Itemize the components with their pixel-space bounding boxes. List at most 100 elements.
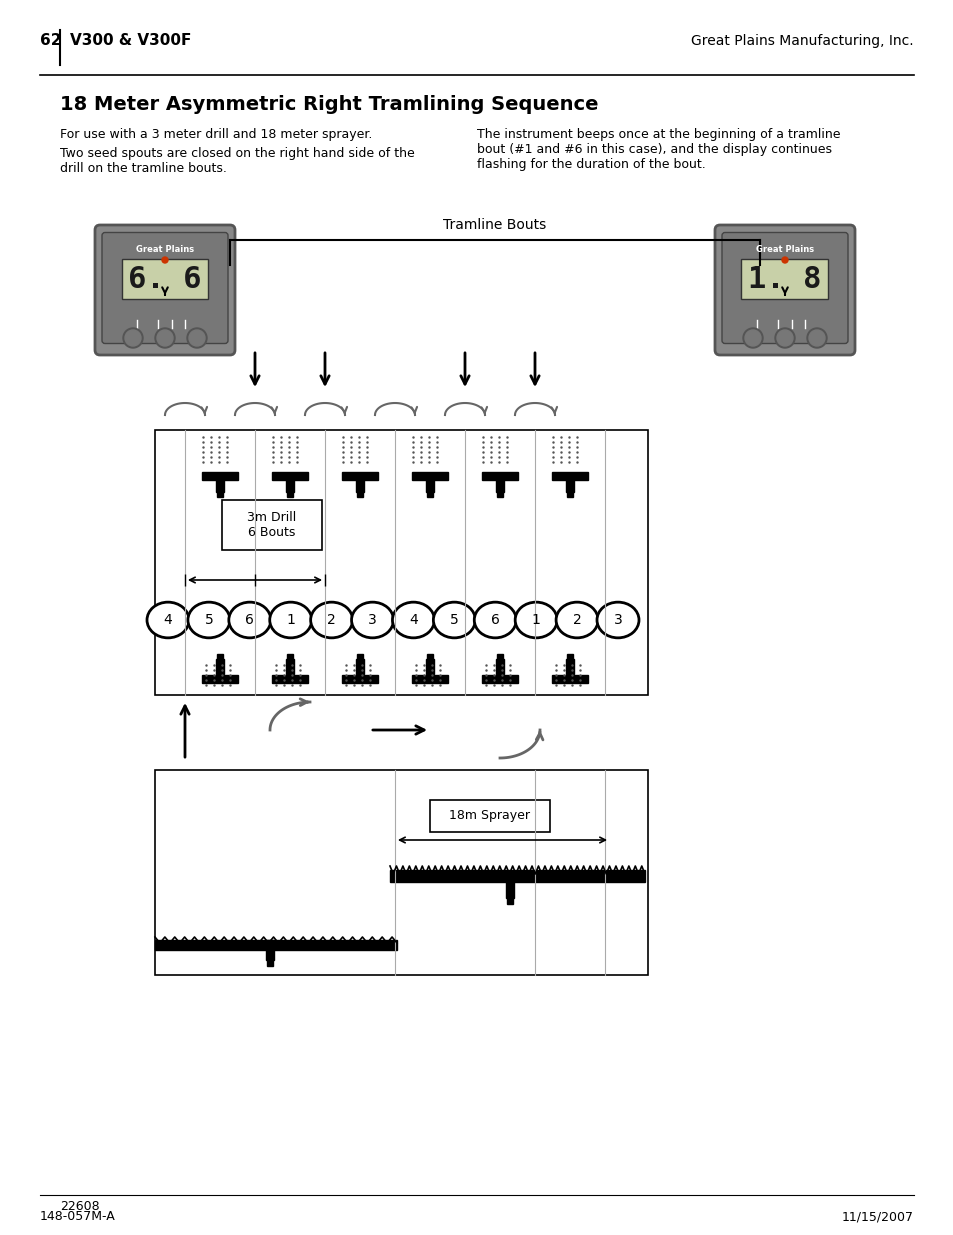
- FancyBboxPatch shape: [102, 232, 228, 343]
- Circle shape: [157, 330, 172, 346]
- Circle shape: [162, 257, 168, 263]
- Bar: [427, 655, 433, 659]
- Text: 6: 6: [491, 613, 499, 627]
- Text: 1: 1: [286, 613, 294, 627]
- Bar: [412, 472, 448, 480]
- Circle shape: [187, 329, 207, 348]
- Bar: [430, 800, 550, 832]
- Text: 62: 62: [40, 33, 61, 48]
- FancyBboxPatch shape: [121, 259, 209, 299]
- Text: flashing for the duration of the bout.: flashing for the duration of the bout.: [476, 158, 705, 170]
- Ellipse shape: [351, 603, 394, 637]
- Circle shape: [154, 329, 174, 348]
- Text: 1: 1: [531, 613, 540, 627]
- Text: V300 & V300F: V300 & V300F: [70, 33, 192, 48]
- Text: 22608: 22608: [60, 1200, 99, 1213]
- Bar: [506, 898, 513, 904]
- Text: The instrument beeps once at the beginning of a tramline: The instrument beeps once at the beginni…: [476, 128, 840, 141]
- Bar: [426, 480, 434, 492]
- Circle shape: [189, 330, 205, 346]
- Bar: [481, 472, 517, 480]
- Text: drill on the tramline bouts.: drill on the tramline bouts.: [60, 162, 227, 175]
- Text: Great Plains: Great Plains: [755, 246, 813, 254]
- Text: 1. 8: 1. 8: [747, 264, 821, 294]
- Circle shape: [808, 330, 824, 346]
- Ellipse shape: [515, 603, 557, 637]
- Bar: [412, 676, 448, 683]
- Ellipse shape: [474, 603, 516, 637]
- Text: 148-057M-A: 148-057M-A: [40, 1210, 115, 1223]
- Text: 5: 5: [204, 613, 213, 627]
- Bar: [222, 500, 322, 550]
- Bar: [566, 655, 573, 659]
- Bar: [496, 480, 503, 492]
- Bar: [266, 940, 274, 960]
- Text: Great Plains: Great Plains: [135, 246, 193, 254]
- Circle shape: [125, 330, 141, 346]
- Bar: [272, 676, 308, 683]
- Ellipse shape: [392, 603, 434, 637]
- Bar: [202, 676, 237, 683]
- Bar: [267, 960, 273, 966]
- Bar: [287, 655, 293, 659]
- Text: 6. 6: 6. 6: [128, 264, 201, 294]
- Ellipse shape: [433, 603, 475, 637]
- Bar: [216, 655, 223, 659]
- Ellipse shape: [597, 603, 639, 637]
- Text: Tramline Bouts: Tramline Bouts: [443, 219, 546, 232]
- Circle shape: [123, 329, 143, 348]
- Text: 3: 3: [368, 613, 376, 627]
- Text: 18m Sprayer: 18m Sprayer: [449, 809, 530, 823]
- Bar: [552, 472, 587, 480]
- FancyBboxPatch shape: [740, 259, 827, 299]
- Bar: [552, 676, 587, 683]
- Bar: [505, 882, 514, 898]
- Bar: [272, 472, 308, 480]
- Bar: [426, 659, 434, 674]
- Bar: [216, 492, 223, 496]
- Bar: [286, 659, 294, 674]
- Text: 2: 2: [572, 613, 581, 627]
- Bar: [497, 655, 502, 659]
- Ellipse shape: [311, 603, 353, 637]
- Bar: [341, 676, 377, 683]
- Bar: [356, 655, 363, 659]
- Ellipse shape: [270, 603, 312, 637]
- FancyBboxPatch shape: [714, 225, 854, 354]
- Ellipse shape: [556, 603, 598, 637]
- Circle shape: [774, 329, 794, 348]
- Bar: [355, 480, 364, 492]
- Bar: [496, 659, 503, 674]
- Bar: [154, 769, 647, 974]
- Circle shape: [781, 257, 787, 263]
- Text: 3m Drill
6 Bouts: 3m Drill 6 Bouts: [247, 511, 296, 538]
- Text: 4: 4: [164, 613, 172, 627]
- Bar: [390, 869, 644, 882]
- Bar: [566, 492, 573, 496]
- Text: 2: 2: [327, 613, 335, 627]
- Circle shape: [744, 330, 760, 346]
- Text: 5: 5: [450, 613, 458, 627]
- Bar: [202, 472, 237, 480]
- Circle shape: [776, 330, 792, 346]
- Bar: [481, 676, 517, 683]
- Bar: [355, 659, 364, 674]
- Ellipse shape: [147, 603, 189, 637]
- Bar: [287, 492, 293, 496]
- Bar: [565, 659, 574, 674]
- Circle shape: [806, 329, 826, 348]
- Bar: [154, 940, 396, 950]
- Bar: [154, 430, 647, 695]
- Circle shape: [742, 329, 762, 348]
- Bar: [427, 492, 433, 496]
- Text: 11/15/2007: 11/15/2007: [841, 1210, 913, 1223]
- Ellipse shape: [188, 603, 230, 637]
- Bar: [497, 492, 502, 496]
- Text: 6: 6: [245, 613, 254, 627]
- Ellipse shape: [229, 603, 271, 637]
- Bar: [565, 480, 574, 492]
- Text: Two seed spouts are closed on the right hand side of the: Two seed spouts are closed on the right …: [60, 147, 415, 161]
- Text: 18 Meter Asymmetric Right Tramlining Sequence: 18 Meter Asymmetric Right Tramlining Seq…: [60, 95, 598, 114]
- Bar: [286, 480, 294, 492]
- Text: 4: 4: [409, 613, 417, 627]
